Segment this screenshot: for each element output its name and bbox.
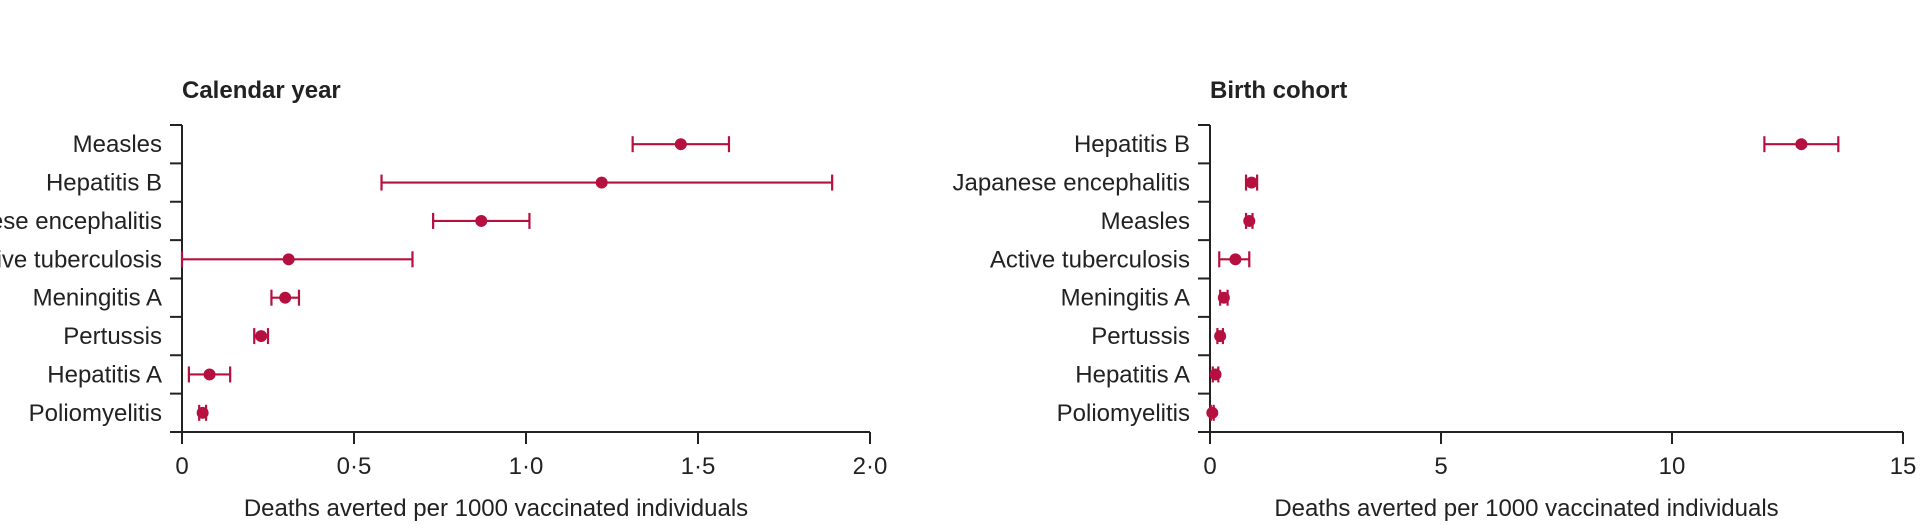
category-label: Hepatitis A [47,361,162,388]
estimate-point [1795,138,1808,151]
category-label: Poliomyelitis [29,400,162,427]
x-tick-label: 0 [1203,453,1216,480]
x-tick-label: 5 [1434,453,1447,480]
category-label: Pertussis [63,323,162,350]
estimate-point [279,291,292,304]
estimate-point [1229,253,1242,266]
estimate-point [475,214,488,227]
chart-panel-2: Birth cohort 0 5 10 15 Deaths averted per 100… [952,77,1916,522]
category-label: Hepatitis A [1075,361,1190,388]
x-tick-label: 10 [1659,453,1686,480]
estimate-point [255,330,268,343]
category-label: Poliomyelitis [1057,400,1190,427]
chart-title: Birth cohort [1210,77,1347,104]
x-axis-label: Deaths averted per 1000 vaccinated indiv… [244,495,748,522]
estimate-point [595,176,608,189]
x-tick-label: 0·5 [337,453,372,480]
category-label: Meningitis A [1061,285,1190,312]
chart-panel-1: Calendar year 0 0·5 1·0 1·5 2·0 Deaths averted… [0,77,887,522]
estimate-point [1214,330,1227,343]
estimate-point [674,138,687,151]
estimate-point [1243,214,1256,227]
category-label: Japanese encephalitis [952,170,1190,197]
x-tick-label: 1·0 [509,453,544,480]
estimate-point [1209,368,1222,381]
x-tick-label: 15 [1890,453,1917,480]
chart-title: Calendar year [182,77,341,104]
category-label: Measles [1101,208,1190,235]
category-label: Measles [73,131,162,158]
estimate-point [196,406,209,419]
estimate-point [1245,176,1258,189]
estimate-point [282,253,295,266]
x-axis-label: Deaths averted per 1000 vaccinated indiv… [1274,495,1778,522]
x-tick-label: 2·0 [853,453,888,480]
x-tick-label: 0 [175,453,188,480]
category-label: Active tuberculosis [990,246,1190,273]
category-label: Active tuberculosis [0,246,162,273]
category-label: Hepatitis B [46,170,162,197]
category-label: Hepatitis B [1074,131,1190,158]
x-tick-label: 1·5 [681,453,716,480]
estimate-point [203,368,216,381]
category-label: Meningitis A [33,285,162,312]
estimate-point [1206,406,1219,419]
estimate-point [1217,291,1230,304]
category-label: Japanese encephalitis [0,208,162,235]
category-label: Pertussis [1091,323,1190,350]
